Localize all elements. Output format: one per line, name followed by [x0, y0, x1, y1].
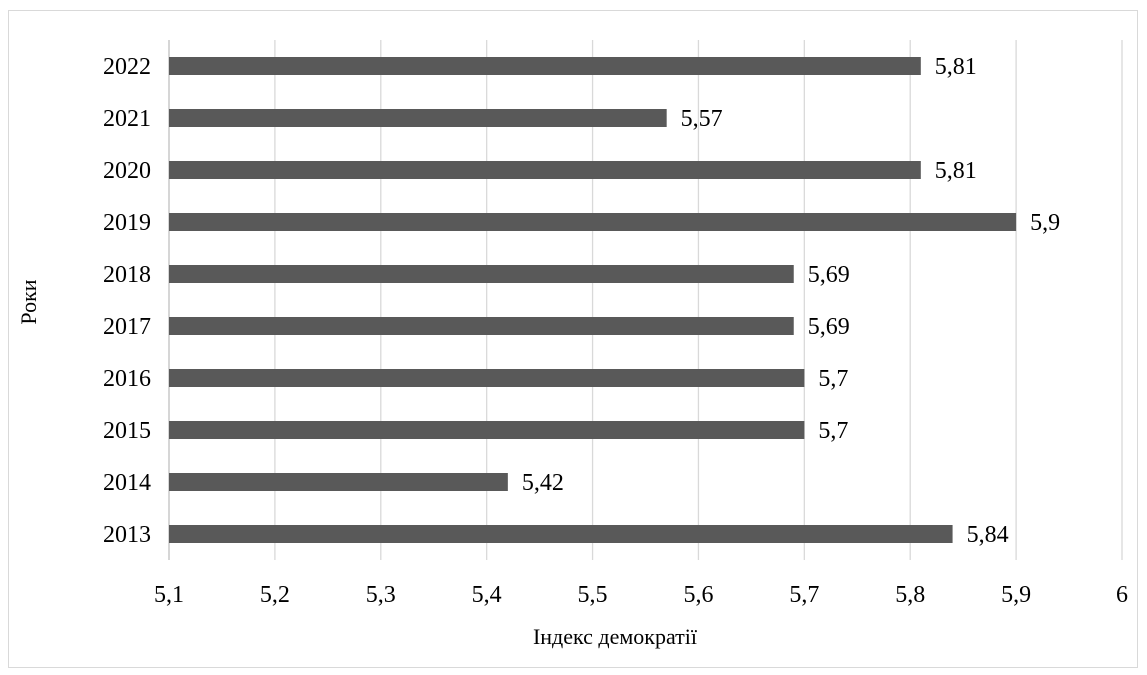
data-label: 5,84 — [967, 522, 1009, 548]
bar — [169, 473, 508, 491]
bar — [169, 265, 794, 283]
x-tick-label: 5,4 — [472, 582, 502, 608]
category-label: 2014 — [103, 470, 151, 496]
bar — [169, 161, 921, 179]
x-tick-label: 5,7 — [789, 582, 819, 608]
category-label: 2018 — [103, 262, 151, 288]
bar — [169, 213, 1017, 231]
bar — [169, 421, 805, 439]
x-tick-label: 5,6 — [683, 582, 713, 608]
data-label: 5,57 — [681, 106, 723, 132]
x-axis-title: Індекс демократії — [533, 624, 698, 649]
category-label: 2019 — [103, 210, 151, 236]
category-label: 2013 — [103, 522, 151, 548]
bar — [169, 525, 953, 543]
data-labels: 5,81 5,57 5,81 5,9 5,69 5,69 5,7 5,7 5,42 5,84 — [522, 54, 1060, 548]
data-label: 5,9 — [1030, 210, 1060, 236]
category-label: 2021 — [103, 106, 151, 132]
bar — [169, 369, 805, 387]
category-label: 2016 — [103, 366, 151, 392]
data-label: 5,81 — [935, 54, 977, 80]
category-label: 2017 — [103, 314, 151, 340]
x-tick-label: 5,8 — [895, 582, 925, 608]
data-label: 5,69 — [808, 262, 850, 288]
x-tick-label: 6 — [1116, 582, 1128, 608]
x-tick-label: 5,3 — [366, 582, 396, 608]
data-label: 5,7 — [818, 418, 848, 444]
category-label: 2022 — [103, 54, 151, 80]
category-label: 2015 — [103, 418, 151, 444]
category-labels: 2022 2021 2020 2019 2018 2017 2016 2015 2014 2013 — [103, 54, 151, 548]
bar — [169, 317, 794, 335]
x-tick-labels: 5,1 5,2 5,3 5,4 5,5 5,6 5,7 5,8 5,9 6 — [154, 582, 1128, 608]
x-tick-label: 5,1 — [154, 582, 184, 608]
x-tick-label: 5,9 — [1001, 582, 1031, 608]
bar — [169, 57, 921, 75]
data-label: 5,69 — [808, 314, 850, 340]
x-tick-label: 5,5 — [578, 582, 608, 608]
category-label: 2020 — [103, 158, 151, 184]
y-axis-title: Роки — [16, 279, 41, 324]
bars — [169, 57, 1017, 543]
data-label: 5,81 — [935, 158, 977, 184]
data-label: 5,7 — [818, 366, 848, 392]
data-label: 5,42 — [522, 470, 564, 496]
x-tick-label: 5,2 — [260, 582, 290, 608]
bar — [169, 109, 667, 127]
